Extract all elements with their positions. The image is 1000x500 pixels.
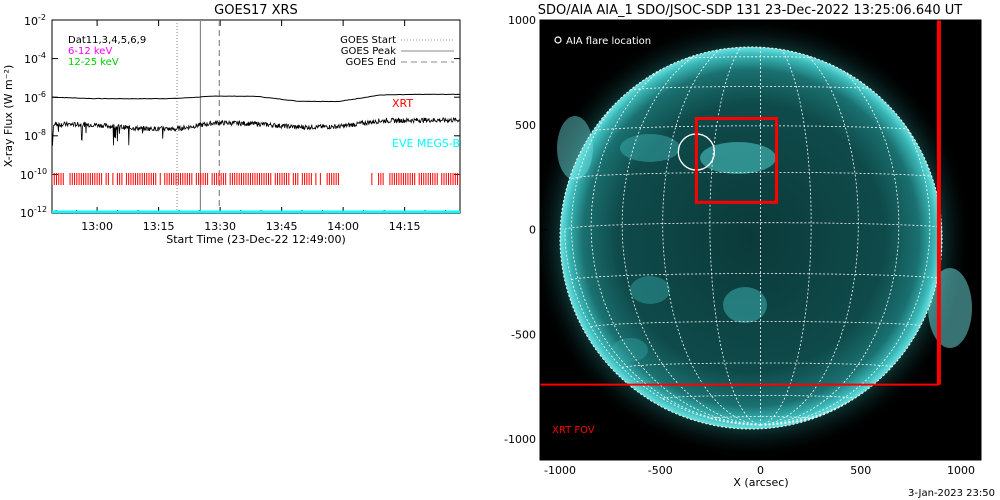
- aia-x-tick-label: -500: [648, 464, 673, 477]
- parallel-line: [571, 273, 942, 281]
- aia-active-regions: [612, 134, 776, 362]
- legend-goes-end-label: GOES End: [346, 57, 396, 68]
- goes-x-tick-label: 13:45: [266, 220, 298, 233]
- aia-title: SDO/AIA AIA_1 SDO/JSOC-SDP 131 23-Dec-20…: [538, 3, 963, 18]
- aia-y-tick-label: -500: [511, 328, 536, 341]
- xrt-label: XRT: [392, 97, 413, 110]
- parallel-line: [571, 171, 942, 179]
- y-tick-1e-6: 10-6: [24, 90, 46, 105]
- y-tick-1e-8: 10-8: [24, 128, 46, 143]
- active-region-ne: [700, 142, 776, 174]
- goes-short-channel-line: [52, 116, 460, 146]
- aia-x-tick-labels: -1000 -500 0 500 1000: [544, 464, 975, 477]
- eve-label: EVE MEGS-B: [392, 137, 460, 150]
- limb-brightening-west: [928, 268, 972, 348]
- goes-dat-label: Dat11,3,4,5,6,9: [68, 35, 146, 46]
- meridian-line: [760, 47, 900, 426]
- goes-x-tick-label: 13:00: [81, 220, 113, 233]
- y-tick-1e-2: 10-2: [24, 13, 46, 28]
- aia-x-tick-label: 500: [850, 464, 871, 477]
- aia-legend-symbol: [554, 36, 562, 44]
- aia-x-tick-label: 0: [757, 464, 764, 477]
- active-region-sw: [723, 287, 767, 323]
- aia-image-panel: SDO/AIA AIA_1 SDO/JSOC-SDP 131 23-Dec-20…: [504, 3, 982, 489]
- goes-x-axis-label: Start Time (23-Dec-22 12:49:00): [166, 233, 346, 246]
- aia-ticks: [540, 19, 981, 460]
- band-label-12-25: 12-25 keV: [68, 57, 119, 68]
- aia-x-axis-label: X (arcsec): [733, 476, 788, 489]
- aia-y-tick-label: -1000: [504, 433, 536, 446]
- y-tick-1e-12: 10-12: [20, 205, 47, 220]
- flare-zoom-box: [694, 116, 779, 204]
- active-region-s: [612, 338, 648, 362]
- parallel-line: [662, 395, 859, 400]
- meridian-line: [662, 47, 761, 426]
- aia-y-tick-label: 500: [515, 119, 536, 132]
- aia-legend-label: AIA flare location: [566, 36, 651, 47]
- aia-y-tick-label: 1000: [508, 14, 536, 27]
- meridian-line: [760, 47, 812, 426]
- parallel-line: [622, 86, 899, 92]
- goes-x-tick-label: 14:00: [327, 220, 359, 233]
- y-tick-1e-4: 10-4: [24, 51, 46, 66]
- xrt-coverage-ticks: [52, 173, 460, 185]
- goes-x-tick-label: 14:15: [389, 220, 421, 233]
- limb-brightening-east: [557, 116, 593, 180]
- meridian-line: [621, 47, 761, 426]
- solar-limb: [559, 46, 943, 430]
- goes-xrs-chart: GOES17 XRS 10-2 10-4 10-6 10-8 10-10 10-…: [2, 3, 461, 246]
- goes-chart-title: GOES17 XRS: [214, 3, 298, 18]
- meridian-line: [709, 47, 761, 426]
- meridian-line: [760, 47, 859, 426]
- goes-long-channel-line: [52, 93, 460, 103]
- xrt-fov-label: XRT FOV: [552, 425, 595, 436]
- goes-x-tick-label: 13:15: [143, 220, 175, 233]
- legend-goes-start-label: GOES Start: [340, 35, 396, 46]
- aia-x-tick-label: -1000: [544, 464, 576, 477]
- aia-y-tick-labels: 1000 500 0 -500 -1000: [504, 14, 536, 446]
- active-region-w: [630, 276, 670, 304]
- y-tick-1e-10: 10-10: [20, 167, 47, 182]
- parallel-line: [590, 321, 931, 328]
- active-region-nw: [620, 134, 680, 162]
- aia-y-tick-label: 0: [529, 224, 536, 237]
- goes-y-axis-label: X-ray Flux (W m⁻²): [2, 65, 15, 167]
- parallel-line: [564, 222, 942, 230]
- aia-x-tick-label: 1000: [947, 464, 975, 477]
- legend-goes-peak-label: GOES Peak: [341, 46, 396, 57]
- goes-x-tick-labels: 13:00 13:15 13:30 13:45 14:00 14:15: [81, 220, 420, 233]
- aia-solar-disk: [560, 47, 942, 429]
- goes-y-axis: 10-2 10-4 10-6 10-8 10-10 10-12: [20, 13, 47, 220]
- footer-date: 3-Jan-2023 23:50: [908, 488, 995, 499]
- band-label-6-12: 6-12 keV: [68, 46, 112, 57]
- parallel-line: [591, 125, 930, 132]
- goes-legend: GOES Start GOES Peak GOES End: [340, 35, 454, 68]
- goes-x-tick-label: 13:30: [204, 220, 236, 233]
